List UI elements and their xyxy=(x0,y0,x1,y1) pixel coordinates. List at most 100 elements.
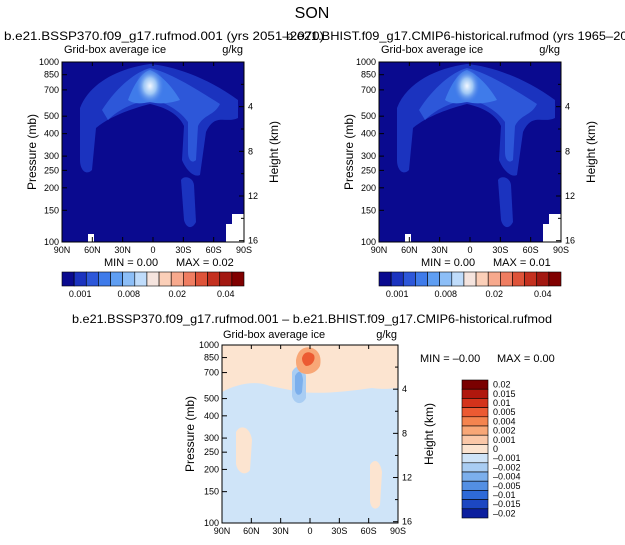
colorbar-swatch xyxy=(461,471,489,482)
colorbar-swatch xyxy=(461,416,489,427)
right-tick-label: 12 xyxy=(565,191,575,201)
colorbar-swatch xyxy=(500,271,513,287)
axes: 100 150 200 250 300 400 500 700 850 1000 90N 60N 30N… xyxy=(39,57,258,255)
right-tick-label: 4 xyxy=(565,102,570,112)
left-title: Grid-box average ice xyxy=(64,44,166,56)
colorbar-swatch xyxy=(461,425,489,436)
colorbar-label: 0.01 xyxy=(493,398,511,408)
colorbar-label: –0.001 xyxy=(493,453,521,463)
colorbar-swatch xyxy=(439,271,453,287)
y-tick-label: 300 xyxy=(44,151,59,161)
y-tick-label: 200 xyxy=(361,183,376,193)
panel-difference: b.e21.BSSP370.f09_g17.rufmod.001 – b.e21… xyxy=(72,312,555,536)
colorbar-swatch xyxy=(461,388,489,399)
contour-negative-core xyxy=(295,371,303,395)
colorbar-swatch xyxy=(207,271,221,287)
colorbar-swatch xyxy=(378,271,392,287)
colorbar-swatch xyxy=(183,271,196,287)
colorbar-swatch xyxy=(110,271,123,287)
contour-level-lower-tail xyxy=(498,177,513,228)
colorbar-swatch xyxy=(461,379,489,390)
colorbar-swatch xyxy=(548,271,562,287)
x-tick-label: 60N xyxy=(401,245,418,255)
colorbar-swatch xyxy=(461,480,489,491)
units-label: g/kg xyxy=(539,44,560,56)
y-tick-label: 150 xyxy=(361,205,376,215)
y-tick-label: 300 xyxy=(204,433,219,443)
x-tick-label: 0 xyxy=(307,526,312,536)
y-tick-label: 100 xyxy=(44,237,59,247)
panel-ssp370: b.e21.BSSP370.f09_g17.rufmod.001 (yrs 20… xyxy=(4,29,324,299)
colorbar-swatch xyxy=(195,271,208,287)
max-value: MAX = 0.00 xyxy=(497,353,555,365)
colorbar-swatch xyxy=(461,462,489,473)
panel-title: b.e21.BSSP370.f09_g17.rufmod.001 (yrs 20… xyxy=(4,29,324,43)
y-tick-label: 500 xyxy=(204,394,219,404)
right-axis-label: Height (km) xyxy=(267,121,281,183)
peak-ice-maximum xyxy=(136,68,164,104)
colorbar-swatch xyxy=(402,271,416,287)
units-label: g/kg xyxy=(222,44,243,56)
y-axis-label: Pressure (mb) xyxy=(25,114,39,190)
colorbar-label: –0.01 xyxy=(493,490,516,500)
x-tick-label: 30S xyxy=(492,245,508,255)
topography-mask xyxy=(88,234,94,242)
right-tick-label: 8 xyxy=(402,428,407,438)
x-tick-label: 90N xyxy=(371,245,388,255)
y-tick-label: 850 xyxy=(44,70,59,80)
colorbar-label: 0.02 xyxy=(493,380,511,390)
colorbar-label: 0.015 xyxy=(493,389,516,399)
contour-level-lower-tail xyxy=(181,177,196,228)
colorbar-swatch xyxy=(231,271,245,287)
colorbar-label: –0.004 xyxy=(493,472,521,482)
x-tick-label: 0 xyxy=(467,245,472,255)
colorbar-swatch xyxy=(461,434,489,445)
contour-field xyxy=(222,345,398,523)
x-tick-label: 90N xyxy=(54,245,71,255)
min-value: MIN = 0.00 xyxy=(421,257,475,269)
topography-mask xyxy=(232,214,244,224)
colorbar-swatch xyxy=(122,271,136,287)
colorbar-label: 0.001 xyxy=(386,289,409,299)
colorbar-label: 0.001 xyxy=(69,289,92,299)
colorbar-swatch xyxy=(461,490,489,500)
colorbar-swatch xyxy=(134,271,148,287)
y-tick-label: 250 xyxy=(44,165,59,175)
colorbar-label: 0 xyxy=(493,444,498,454)
y-tick-label: 250 xyxy=(361,165,376,175)
y-tick-label: 500 xyxy=(361,111,376,121)
min-value: MIN = 0.00 xyxy=(104,257,158,269)
contour-level-mid xyxy=(102,68,220,162)
contour-field xyxy=(62,62,244,242)
colorbar-swatch xyxy=(475,271,489,287)
figure-title: SON xyxy=(295,5,330,22)
y-tick-label: 400 xyxy=(204,411,219,421)
x-tick-label: 90S xyxy=(553,245,569,255)
right-axis-label: Height (km) xyxy=(584,121,598,183)
contour-positive-core xyxy=(302,352,315,366)
panel-title: b.e21.BSSP370.f09_g17.rufmod.001 – b.e21… xyxy=(72,312,552,326)
x-tick-label: 90S xyxy=(390,526,406,536)
contour-level-mid xyxy=(419,68,537,162)
left-title: Grid-box average ice xyxy=(223,329,325,341)
colorbar-label: 0.04 xyxy=(534,289,552,299)
units-label: g/kg xyxy=(376,329,397,341)
topography-mask xyxy=(543,224,561,242)
y-tick-label: 150 xyxy=(44,205,59,215)
colorbar-swatch xyxy=(524,271,538,287)
x-tick-label: 60S xyxy=(361,526,377,536)
left-title: Grid-box average ice xyxy=(381,44,483,56)
y-tick-label: 850 xyxy=(204,353,219,363)
colorbar-swatch xyxy=(98,271,111,287)
peak-ice-maximum xyxy=(454,69,480,103)
right-tick-label: 16 xyxy=(565,236,575,246)
right-tick-label: 4 xyxy=(248,102,253,112)
right-tick-label: 8 xyxy=(565,146,570,156)
x-tick-label: 60N xyxy=(243,526,260,536)
colorbar-swatch xyxy=(85,271,99,287)
colorbar: 0.001 0.008 0.02 0.04 xyxy=(61,271,245,299)
colorbar-swatch xyxy=(512,271,525,287)
x-tick-label: 60N xyxy=(84,245,101,255)
colorbar-label: –0.02 xyxy=(493,508,516,518)
